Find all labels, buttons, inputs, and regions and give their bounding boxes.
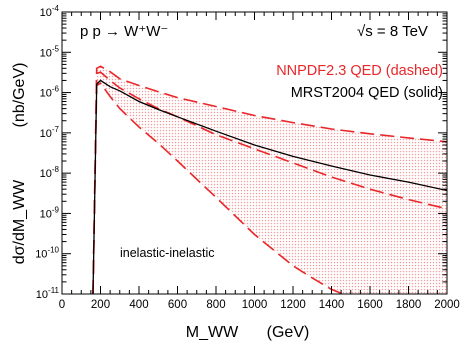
x-tick-label: 1600 — [357, 299, 383, 311]
x-tick-label: 1000 — [242, 299, 268, 311]
x-tick-label: 1400 — [319, 299, 345, 311]
x-tick-label: 2000 — [434, 299, 460, 311]
nnpdf-uncertainty-band — [93, 66, 447, 294]
series-line-band-lower-2 — [92, 82, 344, 294]
y-axis-unit: (nb/GeV) — [11, 63, 28, 128]
axes: 0 200 400 600 800 1000 1200 1400 1600 1800 2000 10-… — [35, 4, 460, 311]
x-tick-label: 800 — [206, 299, 225, 311]
x-tick-label: 200 — [91, 299, 110, 311]
y-tick-label: 10-10 — [35, 246, 59, 261]
x-axis-label: M_WW — [186, 324, 239, 341]
y-tick-label: 10-8 — [40, 165, 60, 180]
curves — [92, 65, 447, 294]
x-tick-label: 1200 — [280, 299, 306, 311]
y-tick-label: 10-9 — [40, 205, 60, 220]
energy-label: √s = 8 TeV — [357, 23, 428, 40]
y-tick-label: 10-6 — [40, 85, 60, 100]
series-line-central-3 — [92, 79, 447, 294]
x-tick-label: 400 — [129, 299, 148, 311]
uncertainty-band — [93, 66, 447, 294]
y-tick-label: 10-4 — [40, 4, 60, 19]
legend-nnpdf: NNPDF2.3 QED (dashed) — [276, 63, 443, 79]
series-line-central-0 — [92, 71, 447, 294]
series-line-band-upper-1 — [92, 65, 447, 294]
y-axis-label: dσ/dM_WW — [11, 179, 28, 264]
y-tick-label: 10-11 — [36, 286, 60, 301]
x-axis-unit: (GeV) — [267, 324, 310, 341]
x-tick-label: 1800 — [396, 299, 422, 311]
x-tick-label: 600 — [168, 299, 187, 311]
process-label: p p → W⁺W⁻ — [80, 23, 168, 40]
legend-mrst: MRST2004 QED (solid) — [291, 85, 443, 101]
y-tick-label: 10-7 — [40, 125, 60, 140]
x-tick-label: 0 — [59, 299, 65, 311]
y-tick-label: 10-5 — [40, 44, 60, 59]
annotation-inelastic: inelastic-inelastic — [120, 246, 214, 260]
